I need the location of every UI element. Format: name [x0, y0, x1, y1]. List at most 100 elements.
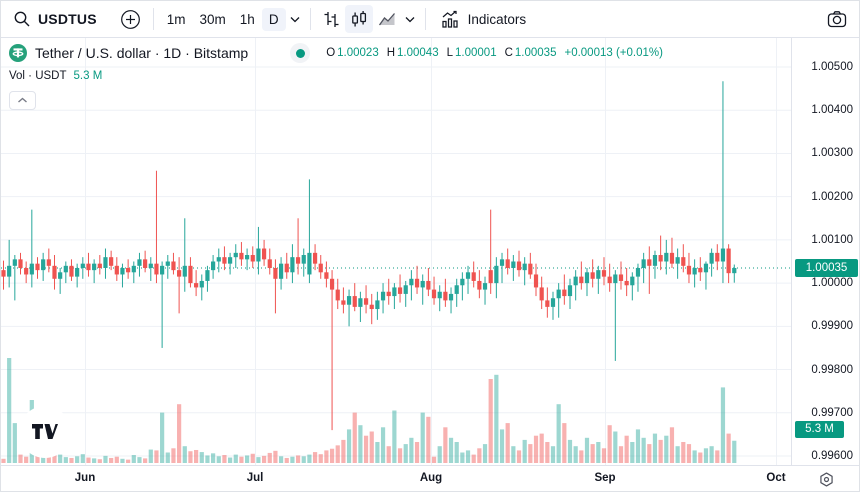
volume-bar	[511, 446, 516, 463]
candle	[675, 248, 680, 279]
volume-bar	[703, 448, 709, 463]
candle	[703, 261, 709, 290]
candle	[380, 283, 386, 314]
volume-bar	[369, 431, 374, 463]
volume-bar	[375, 442, 380, 463]
candle	[726, 244, 731, 284]
candle	[698, 257, 703, 281]
chart-region: Tether / U.S. dollar · 1D · Bitstamp O 1.…	[1, 38, 859, 491]
candle	[188, 257, 193, 288]
volume-bar	[494, 374, 499, 463]
candle	[669, 237, 675, 268]
candle	[567, 278, 573, 310]
volume-bar	[312, 452, 318, 463]
volume-bar	[397, 448, 403, 463]
candle	[307, 179, 312, 284]
volume-bar	[148, 449, 153, 463]
candle	[448, 287, 454, 314]
interval-button-30m[interactable]: 30m	[193, 8, 233, 31]
candle	[550, 291, 556, 320]
volume-bar	[267, 452, 272, 463]
indicators-button[interactable]: Indicators	[432, 5, 535, 33]
candle	[618, 261, 624, 290]
symbol-title[interactable]: Tether / U.S. dollar · 1D · Bitstamp	[35, 45, 249, 61]
candle	[324, 261, 329, 288]
candle	[482, 276, 488, 305]
volume-bar	[165, 452, 170, 463]
current-price-badge: 1.00035	[795, 258, 858, 277]
volume-bar	[256, 457, 261, 463]
market-status-button[interactable]	[290, 43, 311, 63]
chart-style-bars-button[interactable]	[317, 5, 345, 33]
candle	[233, 244, 238, 268]
volume-bar	[567, 439, 573, 463]
volume-bar	[120, 458, 125, 463]
gear-icon[interactable]	[818, 471, 835, 488]
axis-settings-corner	[792, 465, 859, 491]
volume-bar	[41, 453, 46, 463]
candle	[97, 255, 102, 275]
interval-button-1h[interactable]: 1h	[233, 8, 262, 31]
area-chart-icon	[377, 9, 397, 29]
volume-bar	[363, 435, 369, 463]
volume-bar	[624, 435, 629, 463]
candle	[239, 242, 244, 266]
candle	[601, 257, 607, 286]
volume-bar	[732, 440, 737, 463]
volume-bar	[335, 445, 340, 463]
snapshot-button[interactable]	[823, 5, 851, 33]
compare-add-symbol-button[interactable]	[117, 5, 145, 33]
interval-menu-button[interactable]	[286, 5, 304, 33]
price-tick-label: 0.99700	[811, 406, 853, 419]
top-toolbar: USDTUS 1m 30m 1h D	[1, 1, 859, 38]
volume-bar	[211, 453, 216, 463]
volume-bar	[647, 444, 652, 463]
candle	[46, 248, 51, 273]
candle	[386, 278, 391, 305]
volume-bar	[471, 454, 476, 463]
interval-button-1m[interactable]: 1m	[160, 8, 193, 31]
volume-bar	[579, 450, 584, 463]
volume-bar	[239, 456, 244, 463]
tradingview-watermark[interactable]	[19, 406, 71, 458]
chart-style-menu-button[interactable]	[401, 5, 419, 33]
candle	[199, 274, 204, 301]
volume-bar	[154, 450, 159, 463]
price-axis[interactable]: 1.00035 5.3 M 1.00500 1.00400 1.00300 1.002…	[792, 38, 859, 465]
candlestick-chart[interactable]	[1, 38, 791, 465]
volume-bar	[426, 416, 431, 463]
camera-icon	[826, 9, 848, 29]
volume-study-label[interactable]: Vol · USDT	[9, 69, 67, 82]
ohlc-values: O 1.00023 H 1.00043 L 1.00001 C 1.00035 +0.0…	[326, 47, 663, 59]
candle	[131, 261, 136, 284]
volume-bar	[392, 410, 397, 463]
volume-bar	[613, 431, 618, 463]
month-label: Oct	[766, 472, 786, 484]
symbol-search-button[interactable]: USDTUS	[11, 7, 103, 31]
candle	[148, 257, 153, 281]
chart-style-candles-button[interactable]	[344, 5, 373, 33]
legend-collapse-button[interactable]	[9, 91, 36, 110]
candle	[278, 257, 284, 290]
candle	[499, 252, 505, 284]
candle	[431, 276, 437, 305]
volume-bar	[199, 452, 204, 463]
candle	[465, 265, 471, 294]
open-label: O	[326, 47, 336, 59]
candle	[488, 209, 493, 294]
candle	[194, 270, 199, 297]
volume-bar	[137, 457, 142, 463]
candle	[1, 260, 6, 290]
volume-bar	[250, 453, 255, 463]
volume-bar	[562, 423, 567, 463]
candle	[686, 252, 692, 284]
candle	[228, 252, 233, 275]
volume-bar	[126, 459, 131, 463]
volume-bar	[414, 442, 420, 463]
chart-style-area-button[interactable]	[373, 5, 401, 33]
volume-bar	[448, 437, 454, 463]
time-axis[interactable]: Jun Jul Aug Sep Oct	[1, 465, 859, 491]
volume-bar	[301, 456, 306, 463]
interval-button-1d[interactable]: D	[261, 7, 286, 31]
price-tick-label: 1.00300	[811, 147, 853, 160]
